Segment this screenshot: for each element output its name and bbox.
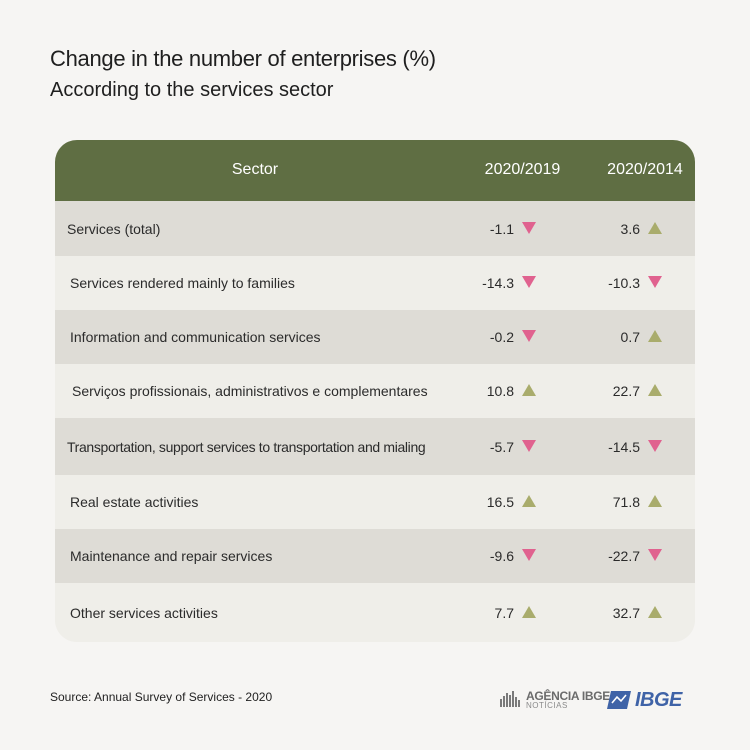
arrow-down-icon [522,549,536,561]
agencia-ibge-logo: AGÊNCIA IBGE NOTÍCIAS [500,687,610,713]
table-row: Serviços profissionais, administrativos … [55,364,695,418]
arrow-up-icon [522,605,536,618]
table-row: Services rendered mainly to families -14.… [55,256,695,310]
value-2020-2019: 16.5 [486,494,514,510]
table-row: Maintenance and repair services -9.6 -22.7 [55,529,695,583]
ibge-logo: IBGE [606,688,682,712]
arrow-up-icon [648,495,662,507]
table-row: Transportation, support services to tran… [55,418,695,475]
table-row: Services (total) -1.1 3.6 [55,201,695,256]
arrow-down-icon [648,549,662,561]
value-2020-2019: -14.3 [482,275,514,291]
arrow-down-icon [522,439,536,452]
value-2020-2014: 22.7 [612,383,640,399]
value-2020-2019: 10.8 [486,383,514,399]
data-table: Sector 2020/2019 2020/2014 Services (tot… [55,140,695,642]
table-row: Real estate activities 16.5 71.8 [55,475,695,529]
table-row: Information and communication services -0… [55,310,695,364]
sector-label: Transportation, support services to tran… [67,438,426,455]
arrow-up-icon [648,605,662,618]
value-2020-2019: -1.1 [489,220,514,237]
arrow-up-icon [522,495,536,507]
value-2020-2014: 0.7 [620,329,640,345]
value-2020-2019: -9.6 [489,548,514,564]
column-header-2020-2014: 2020/2014 [607,161,683,178]
agencia-ibge-logo-icon [500,691,520,707]
sector-label: Real estate activities [70,494,199,510]
value-2020-2014: -22.7 [608,548,640,564]
arrow-down-icon [522,330,536,342]
source-note: Source: Annual Survey of Services - 2020 [50,690,273,704]
column-header-sector: Sector [231,161,279,178]
agencia-ibge-logo-subtext: NOTÍCIAS [526,701,568,710]
value-2020-2019: 7.7 [494,604,514,621]
value-2020-2014: 32.7 [612,604,640,621]
arrow-down-icon [648,276,662,288]
value-2020-2014: -10.3 [608,275,640,291]
value-2020-2014: -14.5 [608,438,640,455]
value-2020-2019: -0.2 [489,329,514,345]
arrow-up-icon [648,330,662,342]
table-header: Sector 2020/2019 2020/2014 [55,140,695,201]
ibge-logo-icon [607,691,631,709]
chart-subtitle: According to the services sector [50,79,334,101]
arrow-up-icon [648,221,662,234]
table-row: Other services activities 7.7 32.7 [55,583,695,642]
agencia-ibge-logo-text: AGÊNCIA IBGE [526,689,610,703]
column-header-2020-2019: 2020/2019 [484,161,561,178]
arrow-up-icon [522,384,536,396]
sector-label: Other services activities [70,604,218,621]
sector-label: Information and communication services [70,329,321,345]
sector-label: Maintenance and repair services [70,548,273,564]
ibge-logo-text: IBGE [635,688,682,711]
value-2020-2014: 3.6 [620,220,640,237]
sector-label: Services rendered mainly to families [70,275,295,291]
arrow-down-icon [522,221,536,234]
arrow-down-icon [522,276,536,288]
chart-title: Change in the number of enterprises (%) [50,46,436,71]
arrow-down-icon [648,439,662,452]
sector-label: Serviços profissionais, administrativos … [72,383,428,399]
value-2020-2014: 71.8 [612,494,640,510]
value-2020-2019: -5.7 [489,438,514,455]
arrow-up-icon [648,384,662,396]
sector-label: Services (total) [67,220,161,237]
